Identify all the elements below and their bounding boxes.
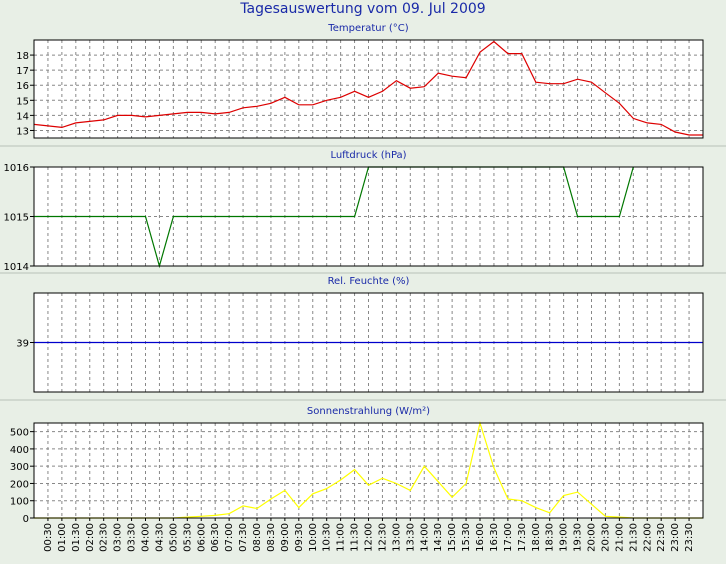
x-tick-label: 19:00 <box>559 523 570 552</box>
x-tick-label: 09:00 <box>280 523 291 552</box>
x-tick-label: 04:00 <box>141 523 152 552</box>
x-tick-label: 13:30 <box>405 523 416 552</box>
x-tick-label: 22:30 <box>656 523 667 552</box>
x-tick-label: 06:30 <box>210 523 221 552</box>
chart-title: Rel. Feuchte (%) <box>328 276 410 287</box>
x-tick-label: 12:30 <box>377 523 388 552</box>
x-tick-label: 20:00 <box>587 523 598 552</box>
x-tick-label: 12:00 <box>364 523 375 552</box>
x-tick-label: 08:00 <box>252 523 263 552</box>
x-tick-label: 17:30 <box>517 523 528 552</box>
x-tick-label: 11:30 <box>350 523 361 552</box>
x-tick-label: 11:00 <box>336 523 347 552</box>
x-tick-label: 04:30 <box>154 523 165 552</box>
x-tick-label: 17:00 <box>503 523 514 552</box>
y-tick-label: 15 <box>16 96 29 107</box>
x-tick-label: 10:30 <box>322 523 333 552</box>
y-tick-label: 16 <box>16 81 29 92</box>
y-tick-label: 1015 <box>4 213 29 224</box>
y-tick-label: 200 <box>10 479 29 490</box>
x-tick-label: 13:00 <box>391 523 402 552</box>
y-tick-label: 17 <box>16 66 29 77</box>
plot-frame <box>33 292 704 393</box>
x-tick-label: 21:30 <box>628 523 639 552</box>
x-tick-label: 02:00 <box>85 523 96 552</box>
x-tick-label: 23:30 <box>684 523 695 552</box>
chart-title: Sonnenstrahlung (W/m²) <box>307 406 430 417</box>
x-tick-label: 06:00 <box>196 523 207 552</box>
x-tick-label: 07:30 <box>238 523 249 552</box>
x-tick-label: 03:30 <box>127 523 138 552</box>
plot-frame <box>33 166 704 267</box>
x-tick-label: 18:30 <box>545 523 556 552</box>
series-line-temperature <box>33 40 703 136</box>
y-tick-label: 400 <box>10 445 29 456</box>
x-tick-label: 19:30 <box>573 523 584 552</box>
x-tick-label: 22:00 <box>642 523 653 552</box>
x-tick-label: 16:30 <box>489 523 500 552</box>
x-tick-label: 09:30 <box>294 523 305 552</box>
y-tick-label: 300 <box>10 462 29 473</box>
x-tick-label: 08:30 <box>266 523 277 552</box>
series-line-solar <box>34 420 703 519</box>
y-tick-label: 39 <box>16 339 29 350</box>
x-tick-label: 01:00 <box>57 523 68 552</box>
y-tick-label: 14 <box>16 111 29 122</box>
x-tick-label: 15:30 <box>461 523 472 552</box>
x-tick-label: 07:00 <box>224 523 235 552</box>
x-tick-label: 01:30 <box>71 523 82 552</box>
x-tick-label: 15:00 <box>447 523 458 552</box>
y-tick-label: 500 <box>10 428 29 439</box>
x-tick-label: 02:30 <box>99 523 110 552</box>
y-tick-label: 0 <box>23 514 29 525</box>
x-tick-label: 03:00 <box>113 523 124 552</box>
y-tick-label: 13 <box>16 126 29 137</box>
y-tick-label: 100 <box>10 497 29 508</box>
x-tick-label: 14:00 <box>419 523 430 552</box>
x-tick-label: 20:30 <box>600 523 611 552</box>
y-tick-label: 1014 <box>4 262 29 273</box>
x-tick-label: 05:30 <box>182 523 193 552</box>
chart-title: Temperatur (°C) <box>327 23 408 34</box>
series-line-pressure <box>34 166 634 269</box>
x-tick-label: 18:00 <box>531 523 542 552</box>
x-tick-label: 10:00 <box>308 523 319 552</box>
x-tick-label: 21:00 <box>614 523 625 552</box>
plot-frame <box>33 39 704 139</box>
chart-title: Luftdruck (hPa) <box>330 150 406 161</box>
page-title: Tagesauswertung vom 09. Jul 2009 <box>240 1 486 17</box>
x-tick-label: 23:00 <box>670 523 681 552</box>
x-tick-label: 05:00 <box>168 523 179 552</box>
x-tick-label: 00:30 <box>43 523 54 552</box>
x-tick-label: 16:00 <box>475 523 486 552</box>
y-tick-label: 18 <box>16 51 29 62</box>
y-tick-label: 1016 <box>4 163 29 174</box>
x-tick-label: 14:30 <box>433 523 444 552</box>
